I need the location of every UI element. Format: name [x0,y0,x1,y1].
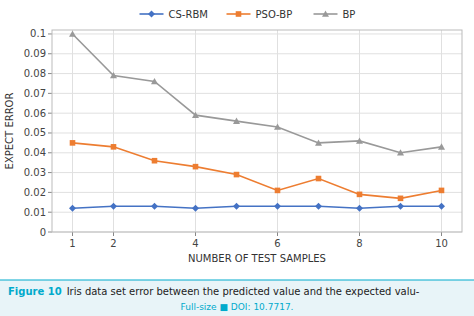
y-tick [48,113,52,114]
x-grid-line [195,30,196,232]
series-marker [316,176,322,182]
caption-text: Iris data set error between the predicte… [67,286,420,297]
legend-label: CS-RBM [169,9,208,20]
caption-bold: Figure 10 [8,286,62,297]
grid [52,30,462,232]
y-tick-label: 0.06 [24,108,46,119]
y-tick [48,152,52,153]
plot-frame [52,30,462,232]
chart: 0 0.01 0.02 0.03 0.04 0.05 0.06 0.07 0.08 0.09 0.1… [0,0,474,316]
x-grid-line [441,30,442,232]
series-marker [70,140,76,146]
caption-link: Full-size ■ DOI: 10.7717. [181,302,294,312]
y-tick-label: 0.1 [30,28,46,39]
x-tick [277,232,278,236]
series-marker [234,172,240,178]
series-marker [398,196,404,202]
series-marker [356,137,363,143]
x-tick-label: 6 [274,238,280,249]
x-grid-line [359,30,360,232]
y-tick-label: 0.05 [24,127,46,138]
series-line [73,206,442,208]
y-tick-label: 0.04 [24,147,46,158]
x-axis-label: NUMBER OF TEST SAMPLES [188,253,326,264]
series-marker [438,203,445,210]
x-grid-line [72,30,73,232]
y-tick-label: 0.09 [24,48,46,59]
series-marker [274,124,281,130]
series-marker [397,203,404,210]
series-marker [192,205,199,212]
y-tick [48,33,52,34]
x-tick [72,232,73,236]
y-tick [48,192,52,193]
x-tick-label: 4 [192,238,198,249]
x-tick [359,232,360,236]
x-tick [195,232,196,236]
y-tick-label: 0.01 [24,207,46,218]
x-tick-label: 8 [356,238,362,249]
y-tick-label: 0 [40,227,46,238]
x-grid-line [113,30,114,232]
y-tick-label: 0.08 [24,68,46,79]
series-marker [397,149,404,155]
caption-background [0,280,474,316]
series-marker [438,143,445,149]
series-marker [110,203,117,210]
y-tick [48,53,52,54]
series-marker [357,192,363,198]
series-marker [315,203,322,210]
series-marker [233,118,240,124]
y-tick [48,132,52,133]
x-tick [441,232,442,236]
x-tick [113,232,114,236]
y-axis-label: EXPECT ERROR [4,93,15,170]
series-marker [192,112,199,118]
legend-marker [322,11,329,17]
y-tick [48,172,52,173]
series-marker [356,205,363,212]
series-marker [315,139,322,145]
series-marker [275,188,281,194]
y-tick [48,73,52,74]
series-marker [274,203,281,210]
series-marker [69,205,76,212]
series-marker [439,188,445,194]
x-tick-label: 2 [110,238,116,249]
series-marker [151,203,158,210]
y-tick-label: 0.07 [24,88,46,99]
series-marker [152,158,158,164]
legend: CS-RBM PSO-BP BP [140,9,356,20]
series-marker [233,203,240,210]
y-tick [48,212,52,213]
series-marker [69,30,76,36]
series-marker [151,78,158,84]
series-marker [111,144,117,150]
legend-label: BP [343,9,356,20]
series-group [69,30,445,211]
caption-separator [0,280,474,281]
y-tick-label: 0.03 [24,167,46,178]
x-tick-label: 10 [435,238,448,249]
series-line [73,34,442,153]
y-tick [48,232,52,233]
y-tick [48,93,52,94]
series-line [73,143,442,198]
x-grid-line [277,30,278,232]
caption: Figure 10 Iris data set error between the… [8,286,420,297]
y-tick-label: 0.02 [24,187,46,198]
series-marker [110,72,117,78]
legend-marker [236,11,242,17]
x-tick-label: 1 [69,238,75,249]
legend-label: PSO-BP [256,9,293,20]
series-marker [193,164,199,170]
legend-marker [148,11,155,18]
